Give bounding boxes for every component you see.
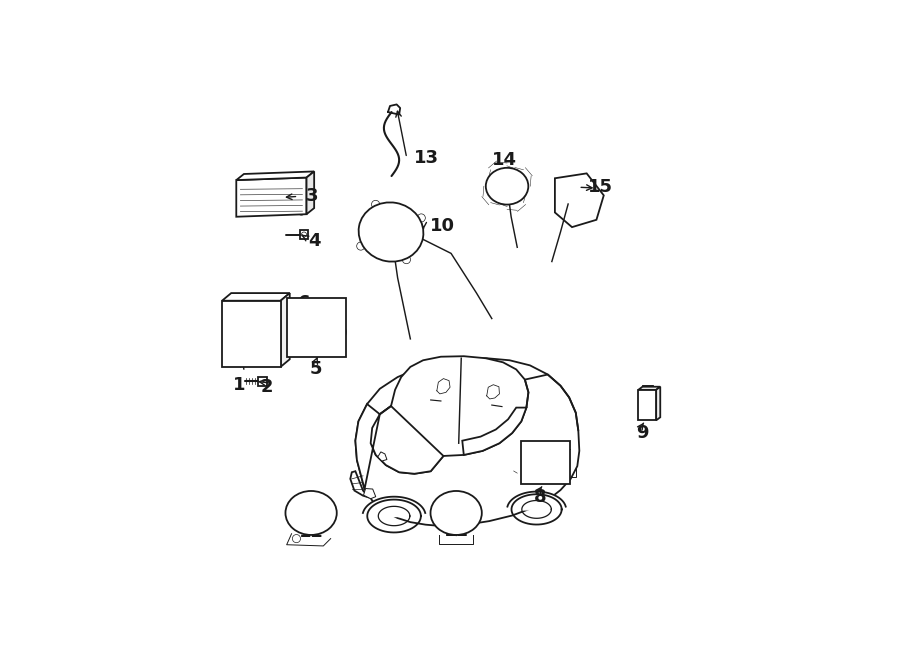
Bar — [226, 304, 276, 326]
Polygon shape — [389, 356, 528, 456]
Text: 1: 1 — [233, 375, 246, 394]
Bar — [257, 377, 266, 386]
Polygon shape — [281, 293, 290, 367]
Text: 5: 5 — [310, 360, 322, 379]
Bar — [316, 308, 327, 319]
Text: 11: 11 — [444, 522, 469, 540]
Bar — [300, 231, 308, 239]
Polygon shape — [237, 178, 307, 217]
Circle shape — [372, 200, 380, 208]
Bar — [222, 301, 281, 367]
Bar — [564, 442, 573, 448]
Bar — [514, 455, 521, 479]
Text: 7: 7 — [327, 297, 339, 315]
Text: 2: 2 — [261, 378, 273, 396]
Bar — [570, 460, 576, 477]
Bar — [338, 301, 346, 311]
Ellipse shape — [486, 168, 528, 204]
Polygon shape — [356, 404, 444, 489]
Polygon shape — [237, 171, 314, 180]
Ellipse shape — [358, 202, 423, 262]
Polygon shape — [378, 452, 387, 461]
Bar — [300, 301, 308, 311]
Text: 15: 15 — [588, 178, 613, 196]
Polygon shape — [371, 406, 444, 474]
Bar — [291, 301, 299, 311]
Bar — [287, 298, 346, 357]
Text: 3: 3 — [306, 187, 319, 206]
Text: 10: 10 — [429, 217, 454, 235]
Polygon shape — [656, 387, 661, 420]
Bar — [310, 301, 317, 311]
Text: 4: 4 — [309, 231, 321, 250]
Circle shape — [418, 214, 426, 222]
Polygon shape — [307, 171, 314, 214]
Polygon shape — [356, 358, 580, 526]
Circle shape — [356, 242, 365, 250]
Bar — [526, 442, 535, 448]
Text: 13: 13 — [414, 149, 439, 167]
Ellipse shape — [285, 491, 337, 535]
Text: 12: 12 — [299, 524, 324, 541]
Text: 8: 8 — [534, 488, 546, 506]
Polygon shape — [350, 471, 370, 498]
Polygon shape — [364, 488, 375, 498]
Bar — [552, 442, 561, 448]
Bar — [319, 301, 327, 311]
Bar — [226, 344, 276, 363]
Text: 14: 14 — [492, 151, 517, 169]
Text: 6: 6 — [298, 294, 310, 312]
Polygon shape — [463, 408, 526, 455]
Bar — [638, 390, 656, 420]
Bar — [539, 442, 547, 448]
Bar — [307, 317, 327, 352]
Polygon shape — [222, 293, 290, 301]
Bar — [328, 301, 336, 311]
Text: 9: 9 — [635, 424, 648, 442]
Circle shape — [402, 256, 410, 264]
Ellipse shape — [430, 491, 482, 535]
Bar — [642, 385, 652, 390]
Polygon shape — [638, 387, 661, 390]
Polygon shape — [555, 173, 604, 227]
Bar — [521, 441, 570, 484]
